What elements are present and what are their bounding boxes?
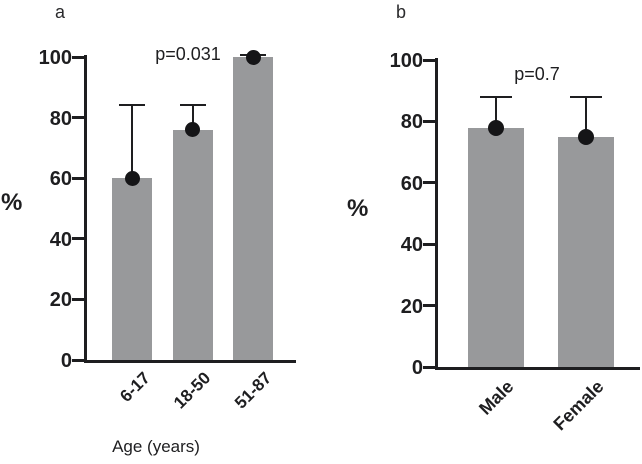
data-point-marker <box>185 122 200 138</box>
category-label: Female <box>549 376 608 435</box>
y-tick <box>423 58 435 62</box>
y-tick <box>72 116 84 120</box>
data-point-marker <box>488 119 504 136</box>
error-whisker <box>585 96 587 137</box>
bar <box>558 136 614 367</box>
panel-a-pvalue-annotation: p=0.031 <box>155 44 221 64</box>
x-axis <box>435 367 640 370</box>
y-tick <box>423 304 435 308</box>
y-tick-label: 0 <box>60 350 72 372</box>
y-tick-label: 60 <box>400 172 423 195</box>
y-tick-label: 20 <box>400 295 423 318</box>
error-cap <box>570 95 602 98</box>
y-tick <box>72 176 84 180</box>
panel-b-letter: b <box>396 2 407 22</box>
y-axis <box>84 55 87 363</box>
error-whisker <box>495 96 497 128</box>
y-tick <box>72 297 84 301</box>
y-tick-label: 100 <box>38 47 72 69</box>
bar <box>233 57 273 360</box>
y-tick <box>423 119 435 123</box>
panel-b-y-axis-label: % <box>347 195 369 222</box>
panel-a-letter: a <box>55 2 66 22</box>
y-tick-label: 0 <box>411 357 423 379</box>
error-whisker <box>131 105 133 179</box>
data-point-marker <box>124 170 140 186</box>
error-whisker <box>191 105 194 130</box>
bar <box>468 127 524 367</box>
y-tick <box>423 181 435 185</box>
y-tick-label: 40 <box>400 234 423 257</box>
y-tick-label: 40 <box>49 228 72 251</box>
x-axis <box>84 360 296 363</box>
error-cap <box>480 95 512 98</box>
bar <box>112 178 152 360</box>
y-tick-label: 80 <box>49 107 72 130</box>
data-point-marker <box>245 49 261 65</box>
y-tick <box>423 242 435 246</box>
error-cap <box>119 104 145 107</box>
y-tick <box>423 365 435 369</box>
y-tick <box>72 358 84 362</box>
category-label: Male <box>474 376 518 419</box>
panel-b-pvalue-annotation: p=0.7 <box>514 64 560 84</box>
y-tick-label: 60 <box>49 168 72 191</box>
y-tick-label: 100 <box>389 50 423 72</box>
error-cap <box>179 104 206 107</box>
y-tick-label: 20 <box>49 289 72 312</box>
panel-a-y-axis-label: % <box>1 189 23 216</box>
panel-a-x-axis-title: Age (years) <box>112 437 200 456</box>
y-tick <box>72 237 84 241</box>
y-tick-label: 80 <box>400 111 423 134</box>
data-point-marker <box>578 128 594 145</box>
y-axis <box>435 58 438 370</box>
bar <box>172 129 213 360</box>
y-tick <box>72 55 84 59</box>
